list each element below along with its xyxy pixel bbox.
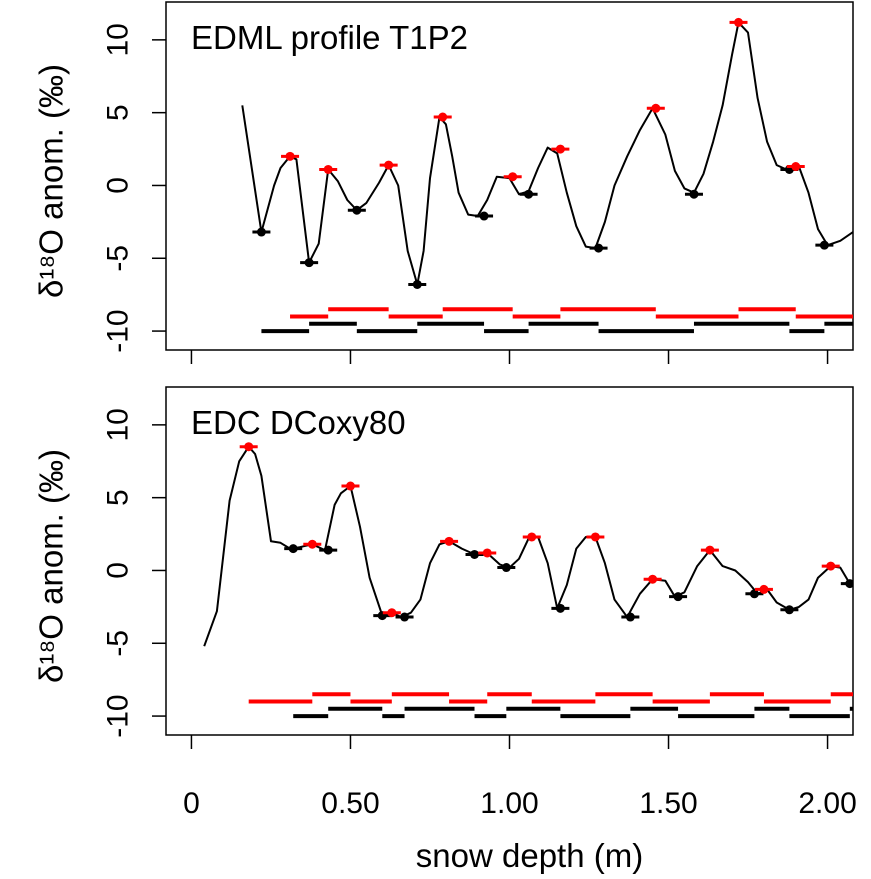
trough-marker [288, 544, 298, 554]
trough-marker [323, 545, 333, 555]
y-tick-label: 10 [102, 408, 135, 441]
peak-marker [705, 545, 715, 555]
peak-marker [508, 172, 518, 182]
y-tick-label: 0 [102, 177, 135, 194]
trough-marker [304, 258, 314, 268]
trough-marker [400, 612, 410, 622]
peak-marker [384, 160, 394, 170]
peak-marker [791, 162, 801, 172]
y-axis-title: δ¹⁸O anom. (‰) [33, 449, 70, 683]
y-tick-label: 10 [102, 23, 135, 56]
peak-marker [323, 164, 333, 174]
peak-marker [244, 442, 254, 452]
plot-area [203, 442, 853, 719]
panel-edml: EDML profile T1P2 -10 -5 0 5 10 δ¹⁸O anom. (‰) [33, 1, 854, 364]
x-axis-title: snow depth (m) [416, 837, 643, 874]
trough-marker [845, 579, 853, 589]
y-tick-label: 5 [102, 104, 135, 121]
trough-marker [689, 189, 699, 199]
peak-marker [734, 17, 743, 27]
y-tick-label: -5 [102, 630, 135, 657]
trough-marker [470, 549, 480, 559]
isotope-profile-line [241, 21, 853, 286]
peak-marker [555, 144, 565, 154]
trough-marker [524, 189, 534, 199]
trough-marker [819, 240, 829, 250]
trough-marker [479, 211, 489, 221]
y-tick-label: 5 [102, 489, 135, 506]
x-tick-label: 2.00 [798, 787, 856, 820]
trough-marker [555, 603, 565, 613]
peak-marker [590, 532, 600, 542]
peak-marker [387, 608, 397, 618]
panel-title: EDML profile T1P2 [191, 19, 468, 56]
peak-marker [438, 112, 448, 122]
peak-marker [444, 536, 454, 546]
plot-area [241, 17, 853, 334]
panel-edc: EDC DCoxy80 -10 -5 0 5 10 δ¹⁸O anom. (‰) 0 0.50 1… [33, 386, 857, 874]
peak-marker [651, 103, 661, 113]
y-axis-title: δ¹⁸O anom. (‰) [33, 64, 70, 298]
y-tick-label: 0 [102, 562, 135, 579]
x-tick-label: 0 [183, 787, 200, 820]
trough-marker [594, 243, 604, 253]
trough-marker [625, 612, 635, 622]
trough-marker [352, 205, 362, 215]
peak-marker [482, 548, 492, 558]
y-tick-label: -10 [102, 309, 135, 352]
peak-marker [648, 574, 658, 584]
x-tick-label: 1.50 [639, 787, 697, 820]
x-tick-label: 0.50 [321, 787, 379, 820]
peak-marker [307, 539, 317, 549]
trough-marker [784, 605, 794, 615]
peak-marker [285, 151, 295, 161]
trough-marker [256, 227, 266, 237]
peak-marker [826, 561, 836, 571]
peak-marker [345, 481, 355, 491]
trough-marker [412, 279, 422, 289]
isotope-profile-line [203, 445, 851, 647]
trough-marker [673, 592, 683, 602]
x-tick-label: 1.00 [480, 787, 538, 820]
panel-title: EDC DCoxy80 [191, 404, 406, 441]
y-tick-label: -10 [102, 694, 135, 737]
peak-marker [759, 584, 769, 594]
trough-marker [501, 563, 511, 573]
y-tick-label: -5 [102, 245, 135, 272]
peak-marker [527, 532, 537, 542]
trough-marker [749, 589, 759, 599]
